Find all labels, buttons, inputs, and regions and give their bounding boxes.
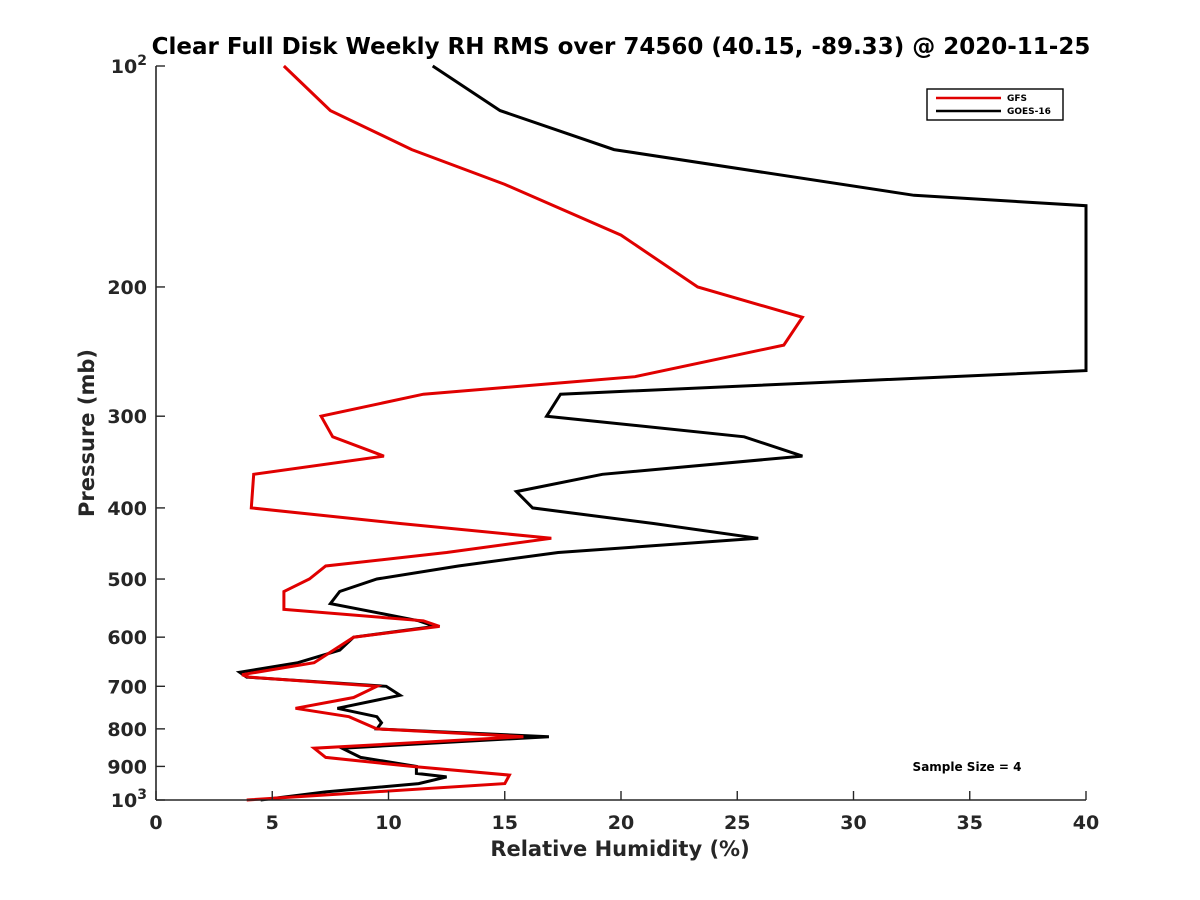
y-tick-label: 103 (111, 787, 147, 812)
x-axis-label: Relative Humidity (%) (490, 837, 749, 861)
y-tick-label: 400 (107, 498, 147, 520)
y-tick-label: 800 (107, 719, 147, 741)
legend: GFS GOES-16 (926, 88, 1064, 121)
y-axis-label: Pressure (mb) (75, 349, 99, 517)
series-line-gfs (241, 64, 805, 802)
x-tick-label: 35 (957, 812, 983, 834)
x-tick-label: 15 (492, 812, 518, 834)
x-tick-label: 0 (149, 812, 162, 834)
sample-size-annotation: Sample Size = 4 (913, 760, 1022, 774)
x-axis-ticks: 0 5 10 15 20 25 30 35 40 (149, 791, 1099, 834)
x-tick-label: 10 (375, 812, 401, 834)
y-tick-label: 900 (107, 756, 147, 778)
y-tick-label: 200 (107, 277, 147, 299)
legend-box (926, 88, 1064, 121)
y-axis-ticks: 102 200 300 400 500 600 700 800 900 103 (107, 53, 165, 812)
y-tick-label: 700 (107, 676, 147, 698)
plot-area: 0 5 10 15 20 25 30 35 40 102 200 300 400 500 600 700 80… (107, 53, 1099, 834)
legend-label-gfs: GFS (1007, 94, 1027, 104)
chart-title: Clear Full Disk Weekly RH RMS over 74560… (152, 34, 1091, 60)
x-tick-label: 25 (724, 812, 750, 834)
x-tick-label: 30 (840, 812, 866, 834)
y-tick-label: 300 (107, 406, 147, 428)
series-layer (235, 64, 1088, 802)
legend-label-goes16: GOES-16 (1007, 107, 1051, 117)
y-tick-label: 102 (111, 53, 147, 78)
x-tick-label: 20 (608, 812, 634, 834)
y-tick-label: 500 (107, 569, 147, 591)
y-tick-label: 600 (107, 627, 147, 649)
series-line-goes16 (235, 64, 1088, 802)
x-tick-label: 40 (1073, 812, 1099, 834)
x-tick-label: 5 (266, 812, 279, 834)
